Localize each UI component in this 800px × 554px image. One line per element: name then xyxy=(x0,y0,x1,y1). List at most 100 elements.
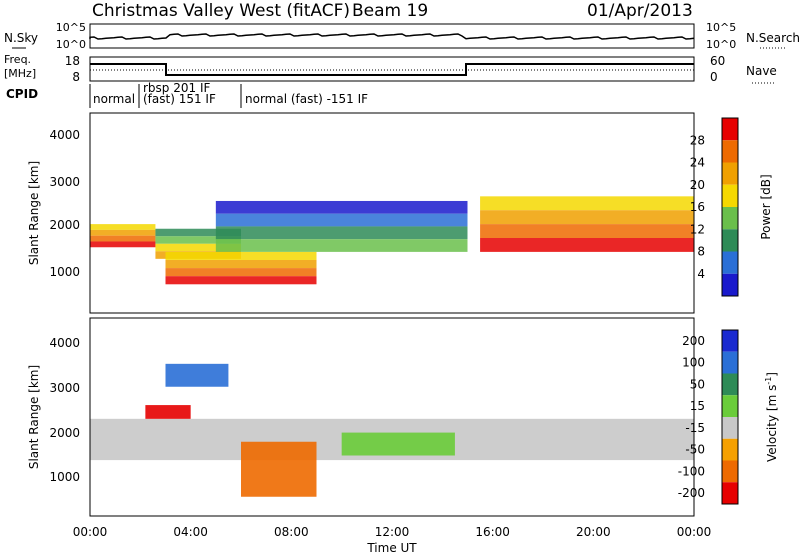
power-colorbar-swatch-5 xyxy=(722,229,738,252)
nave-label: Nave xyxy=(746,64,777,78)
time-tick-3: 12:00 xyxy=(375,525,410,539)
power-band-3-1 xyxy=(215,213,468,227)
velocity-colorbar-tick-3: 15 xyxy=(690,399,705,413)
date-label: 01/Apr/2013 xyxy=(587,1,693,21)
power-frame xyxy=(89,112,695,314)
power-band-4-0 xyxy=(480,196,694,211)
velocity-colorbar-ticks: 200 100 50 15 -15 -50 -100 -200 xyxy=(678,334,705,500)
power-heatmap xyxy=(90,196,694,285)
power-colorbar-swatch-3 xyxy=(722,184,738,207)
power-ytick-1000: 1000 xyxy=(49,265,80,279)
power-colorbar-swatch-7 xyxy=(722,273,738,296)
velocity-ytick-4000: 4000 xyxy=(49,336,80,350)
power-band-4-2 xyxy=(480,224,694,238)
frequency-tick-bottom: 8 xyxy=(72,70,80,84)
velocity-band-4 xyxy=(341,432,455,456)
velocity-frame xyxy=(89,317,695,517)
power-colorbar-label: Power [dB] xyxy=(759,174,773,239)
velocity-colorbar-swatch-2 xyxy=(722,373,738,396)
cpid-label: CPID xyxy=(6,87,38,101)
power-colorbar-tick-0: 28 xyxy=(690,133,705,147)
velocity-ytick-3000: 3000 xyxy=(49,381,80,395)
time-tick-labels: 00:00 04:00 08:00 12:00 16:00 20:00 00:00 xyxy=(73,525,712,539)
nave-tick-top: 60 xyxy=(710,54,725,68)
power-band-1-2 xyxy=(155,243,241,252)
power-band-4-3 xyxy=(480,238,694,252)
power-band-4-1 xyxy=(480,210,694,225)
velocity-band-2 xyxy=(165,363,229,387)
noise-right-tick-bottom: 10^0 xyxy=(706,38,736,51)
velocity-colorbar-frame xyxy=(721,329,739,505)
power-band-1-0 xyxy=(155,228,241,237)
power-colorbar-tick-5: 8 xyxy=(697,245,705,259)
velocity-band-1 xyxy=(145,405,191,419)
velocity-ylabel: Slant Range [km] xyxy=(27,365,41,469)
time-tick-2: 08:00 xyxy=(274,525,309,539)
velocity-band-3 xyxy=(241,441,317,497)
velocity-heatmap xyxy=(90,363,694,497)
cpid-segment-2-line1: rbsp 201 IF xyxy=(143,81,210,95)
power-colorbar-ticks: 28 24 20 16 12 8 4 xyxy=(690,133,705,281)
power-colorbar-tick-6: 4 xyxy=(697,267,705,281)
power-band-3-2 xyxy=(215,226,468,240)
power-band-3-0 xyxy=(215,200,468,214)
power-band-2-2 xyxy=(165,268,317,277)
noise-left-tick-top: 10^5 xyxy=(56,21,86,34)
velocity-colorbar-tick-5: -50 xyxy=(685,443,705,457)
power-band-0-1 xyxy=(90,229,156,236)
time-tick-1: 04:00 xyxy=(173,525,208,539)
power-band-1-1 xyxy=(155,236,241,244)
power-colorbar: Power [dB] 28 24 20 16 12 8 4 xyxy=(690,117,773,297)
station-title: Christmas Valley West (fitACF) xyxy=(92,1,350,21)
cpid-segment-2-line2: (fast) 151 IF xyxy=(143,92,216,106)
noise-left-tick-bottom: 10^0 xyxy=(56,38,86,51)
velocity-colorbar: Velocity [m s-1] 200 100 50 15 -15 -50 -100 -20… xyxy=(678,329,779,505)
power-band-3-3 xyxy=(215,239,468,252)
frequency-frame xyxy=(89,56,695,82)
power-colorbar-tick-3: 16 xyxy=(690,200,705,214)
power-band-0-3 xyxy=(90,241,156,248)
power-colorbar-tick-2: 20 xyxy=(690,178,705,192)
velocity-colorbar-tick-2: 50 xyxy=(690,377,705,391)
velocity-colorbar-swatch-7 xyxy=(722,482,738,504)
time-tick-4: 16:00 xyxy=(475,525,510,539)
power-band-0-2 xyxy=(90,235,156,242)
velocity-colorbar-swatch-1 xyxy=(722,351,738,374)
power-colorbar-swatch-0 xyxy=(722,118,738,141)
noise-trace xyxy=(89,33,695,40)
velocity-colorbar-tick-1: 100 xyxy=(682,356,705,370)
time-tick-6: 00:00 xyxy=(677,525,712,539)
velocity-panel: Slant Range [km] 1000 2000 3000 4000 xyxy=(27,317,695,517)
velocity-colorbar-swatch-4 xyxy=(722,417,738,439)
velocity-colorbar-tick-0: 200 xyxy=(682,334,705,348)
velocity-colorbar-tick-4: -15 xyxy=(685,421,705,435)
frequency-label-line2: [MHz] xyxy=(4,67,36,80)
power-colorbar-tick-1: 24 xyxy=(690,156,705,170)
frequency-trace xyxy=(90,63,694,76)
time-axis-label: Time UT xyxy=(366,541,417,554)
power-ytick-4000: 4000 xyxy=(49,128,80,142)
power-colorbar-frame xyxy=(721,117,739,297)
frequency-label-line1: Freq. xyxy=(4,53,31,66)
power-colorbar-swatch-4 xyxy=(722,207,738,230)
cpid-panel: CPID normal rbsp 201 IF (fast) 151 IF no… xyxy=(6,81,368,108)
power-panel: Slant Range [km] 1000 2000 3000 4000 xyxy=(27,112,695,314)
velocity-colorbar-tick-6: -100 xyxy=(678,464,705,478)
power-band-2-0 xyxy=(165,251,317,260)
noise-frame xyxy=(89,23,695,49)
velocity-colorbar-swatch-5 xyxy=(722,438,738,461)
noise-right-tick-top: 10^5 xyxy=(706,21,736,34)
power-ylabel: Slant Range [km] xyxy=(27,161,41,265)
velocity-ytick-1000: 1000 xyxy=(49,470,80,484)
velocity-colorbar-swatch-6 xyxy=(722,460,738,483)
velocity-colorbar-swatches xyxy=(722,330,738,504)
frequency-panel: Freq. [MHz] 18 8 60 0 Nave xyxy=(4,53,777,84)
time-axis: 00:00 04:00 08:00 12:00 16:00 20:00 00:00 Time… xyxy=(73,525,712,554)
power-colorbar-swatch-6 xyxy=(722,251,738,274)
time-tick-0: 00:00 xyxy=(73,525,108,539)
power-band-2-3 xyxy=(165,276,317,285)
power-band-0-0 xyxy=(90,224,156,230)
frequency-tick-top: 18 xyxy=(65,54,80,68)
velocity-colorbar-swatch-0 xyxy=(722,330,738,352)
